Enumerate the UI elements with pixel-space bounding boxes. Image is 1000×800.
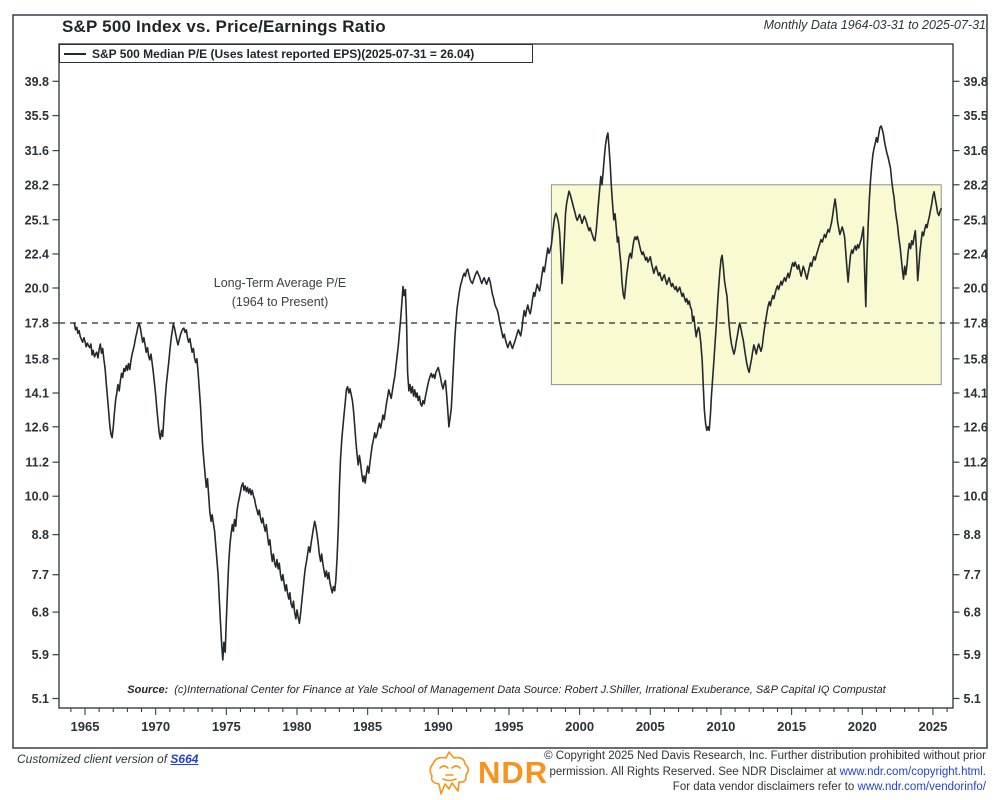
x-tick-label: 1990 — [424, 719, 453, 734]
x-tick-label: 2000 — [565, 719, 594, 734]
copyright-line-2: permission. All Rights Reserved. See NDR… — [549, 765, 986, 778]
source-note: Source: (c)International Center for Finan… — [59, 684, 954, 696]
customized-version-text: Customized client version of — [17, 752, 171, 766]
x-tick-label: 2010 — [706, 719, 735, 734]
x-tick-label: 1970 — [141, 719, 170, 734]
legend-series-label: S&P 500 Median P/E (Uses latest reported… — [92, 46, 475, 61]
x-tick-label: 1965 — [71, 719, 100, 734]
customized-version-note: Customized client version of S664 — [17, 752, 198, 766]
copyright-line-3: For data vendor disclaimers refer to www… — [672, 781, 986, 793]
y-tick-label-right: 25.1 — [964, 213, 988, 227]
y-tick-label-left: 11.2 — [25, 456, 49, 470]
x-tick-label: 1980 — [283, 719, 312, 734]
series-line-swatch-icon — [64, 52, 86, 55]
x-tick-label: 1995 — [495, 719, 524, 734]
y-tick-label-right: 28.2 — [964, 178, 988, 192]
legend: S&P 500 Median P/E (Uses latest reported… — [59, 44, 533, 63]
y-tick-label-right: 11.2 — [964, 456, 988, 470]
y-tick-label-right: 35.5 — [964, 109, 988, 123]
outer-frame — [12, 14, 988, 749]
ndr-logo-text: NDR — [478, 755, 549, 790]
page-title: S&P 500 Index vs. Price/Earnings Ratio — [62, 17, 386, 36]
x-tick-label: 2015 — [777, 719, 806, 734]
ndr-logo-mark — [429, 751, 470, 795]
s664-link[interactable]: S664 — [170, 752, 199, 766]
y-tick-label-left: 10.0 — [25, 490, 49, 504]
y-tick-label-right: 8.8 — [964, 528, 981, 542]
source-text: (c)International Center for Finance at Y… — [174, 684, 886, 696]
y-tick-label-right: 31.6 — [964, 144, 988, 158]
y-tick-label-left: 28.2 — [25, 178, 49, 192]
y-tick-label-left: 17.8 — [25, 317, 49, 331]
annotation-line-2: (1964 to Present) — [231, 295, 329, 309]
annotation-line-1: Long-Term Average P/E — [213, 276, 347, 290]
y-tick-label-right: 5.9 — [964, 648, 981, 662]
y-tick-label-right: 6.8 — [964, 606, 981, 620]
y-tick-label-left: 12.6 — [25, 420, 49, 434]
y-tick-label-right: 12.6 — [964, 420, 988, 434]
y-tick-label-left: 39.8 — [25, 75, 49, 89]
y-tick-label-left: 25.1 — [25, 213, 49, 227]
ndr-logo: NDR — [426, 748, 548, 798]
copyright-block: © Copyright 2025 Ned Davis Research, Inc… — [544, 749, 986, 796]
y-tick-label-right: 39.8 — [964, 75, 988, 89]
y-tick-label-left: 35.5 — [25, 109, 49, 123]
y-tick-label-left: 15.8 — [25, 352, 49, 366]
date-range-subtitle: Monthly Data 1964-03-31 to 2025-07-31 — [763, 18, 986, 32]
y-tick-label-right: 14.1 — [964, 387, 988, 401]
x-tick-label: 1985 — [353, 719, 382, 734]
y-tick-label-right: 22.4 — [964, 247, 988, 261]
source-label: Source: — [127, 684, 169, 696]
y-tick-label-left: 31.6 — [25, 144, 49, 158]
x-tick-label: 1975 — [212, 719, 241, 734]
y-tick-label-left: 14.1 — [25, 387, 49, 401]
y-tick-label-right: 17.8 — [964, 317, 988, 331]
y-tick-label-left: 5.1 — [32, 692, 49, 706]
long-term-average-annotation: Long-Term Average P/E (1964 to Present) — [170, 274, 390, 312]
y-tick-label-right: 15.8 — [964, 352, 988, 366]
y-tick-label-left: 7.7 — [32, 568, 49, 582]
y-tick-label-left: 8.8 — [32, 528, 49, 542]
y-tick-label-left: 5.9 — [32, 648, 49, 662]
y-tick-label-right: 10.0 — [964, 490, 988, 504]
y-tick-label-right: 5.1 — [964, 692, 981, 706]
vendorinfo-link[interactable]: www.ndr.com/vendorinfo/ — [857, 781, 986, 793]
x-tick-label: 2005 — [636, 719, 665, 734]
y-tick-label-left: 20.0 — [25, 282, 49, 296]
y-tick-label-left: 6.8 — [32, 606, 49, 620]
x-tick-label: 2020 — [848, 719, 877, 734]
pe-series-line — [73, 125, 942, 661]
y-tick-label-right: 20.0 — [964, 282, 988, 296]
highlight-region — [550, 184, 942, 386]
copyright-link[interactable]: www.ndr.com/copyright.html. — [839, 765, 986, 778]
x-tick-label: 2025 — [918, 719, 947, 734]
y-tick-label-right: 7.7 — [964, 568, 981, 582]
copyright-line-1: © Copyright 2025 Ned Davis Research, Inc… — [544, 750, 986, 762]
y-tick-label-left: 22.4 — [25, 247, 49, 261]
